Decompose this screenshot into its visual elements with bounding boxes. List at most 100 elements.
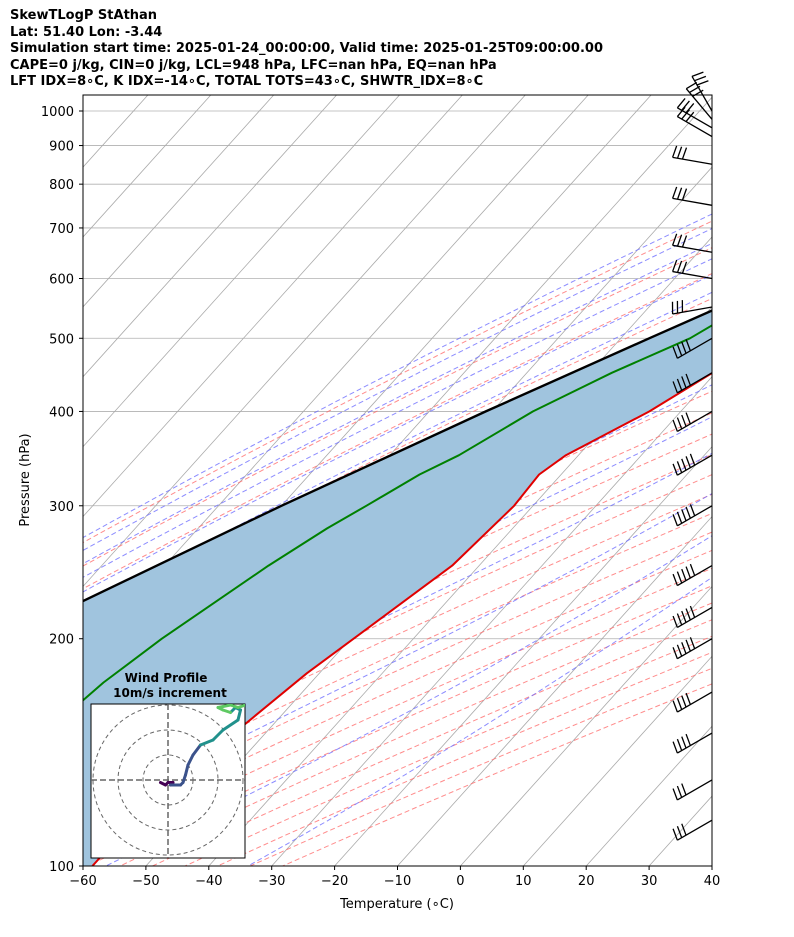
wind-barb-flag	[681, 568, 687, 581]
wind-barb-flag	[681, 458, 687, 471]
dry-adiabat-line	[83, 531, 712, 821]
dry-adiabat-line	[83, 454, 712, 751]
hodograph: Wind Profile 10m/s increment	[90, 671, 246, 859]
wind-barb	[672, 504, 713, 527]
x-tick-label: 10	[515, 874, 532, 889]
wind-barb-flag	[676, 146, 683, 159]
wind-barb-staff	[672, 197, 713, 206]
dry-adiabat-line	[83, 220, 712, 544]
wind-barb-flag	[672, 573, 678, 586]
isotherm-line	[208, 306, 712, 866]
wind-barb-staff	[691, 76, 713, 112]
wind-barb	[671, 186, 713, 206]
wind-barb	[672, 410, 713, 433]
wind-barb-flag	[676, 826, 683, 838]
isotherm-line	[523, 655, 712, 866]
wind-barb-flag	[672, 647, 678, 659]
wind-barb	[672, 337, 713, 359]
hodograph-trace	[221, 718, 240, 732]
wind-barb-flag	[681, 823, 687, 836]
x-tick-label: 30	[641, 874, 658, 889]
wind-barb	[672, 453, 713, 476]
wind-barb	[671, 300, 713, 315]
wind-barb-flag	[672, 741, 678, 754]
wind-barb-flag	[685, 692, 691, 705]
chart-title: SkewTLogP StAthan	[10, 8, 158, 23]
y-tick-label: 900	[49, 140, 74, 155]
isotherm-line	[83, 95, 526, 588]
isotherm-line	[83, 95, 212, 238]
moist-adiabat-line	[83, 258, 712, 578]
dewpoint-line	[83, 324, 712, 702]
isotherm-line	[83, 95, 337, 378]
wind-barb-flag	[676, 260, 683, 273]
wind-barb-flag	[681, 783, 687, 796]
y-tick-label: 1000	[41, 105, 74, 120]
wind-barb-flag	[676, 187, 683, 200]
wind-barb-flag	[689, 563, 696, 576]
y-tick-label: 800	[49, 178, 74, 193]
wind-barb-staff	[685, 88, 713, 120]
wind-barb-flag	[676, 785, 683, 798]
wind-barb	[671, 145, 713, 165]
wind-barb-flag	[691, 71, 704, 77]
y-tick-label: 400	[49, 405, 74, 420]
wind-barb	[691, 71, 713, 112]
moist-adiabat-line	[83, 213, 712, 539]
isotherm-line	[460, 585, 712, 866]
moist-adiabat-line	[83, 452, 712, 767]
x-tick-label: −50	[132, 874, 159, 889]
wind-barb-staff	[677, 107, 713, 129]
hodograph-trace	[236, 708, 242, 722]
wind-barb-flag	[689, 85, 701, 94]
hodograph-plot	[91, 704, 245, 858]
x-tick-label: −40	[195, 874, 222, 889]
profile-lines	[83, 309, 712, 866]
wind-barb-flag	[672, 700, 678, 713]
wind-barb-staff	[677, 337, 713, 359]
wind-barb	[672, 779, 713, 801]
wind-barb-flag	[672, 514, 678, 527]
wind-barb-flag	[689, 504, 696, 517]
y-tick-label: 500	[49, 332, 74, 347]
wind-barb-staff	[677, 819, 713, 841]
location-line: Lat: 51.40 Lon: -3.44	[10, 24, 163, 40]
wind-barb-staff	[677, 115, 713, 138]
wind-barb	[672, 637, 713, 660]
y-tick-label: 700	[49, 222, 74, 237]
wind-barb	[672, 372, 713, 394]
isotherm-line	[648, 795, 712, 866]
y-tick-label: 300	[49, 500, 74, 515]
isotherm-line	[83, 95, 463, 518]
wind-barb-flag	[685, 566, 691, 579]
x-tick-label: −30	[258, 874, 285, 889]
mixing-ratio-line	[782, 95, 794, 279]
wind-barb-flag	[671, 233, 678, 246]
indices-line: LFT IDX=8∘C, K IDX=-14∘C, TOTAL TOTS=43∘…	[10, 74, 484, 89]
wind-barb-flag	[681, 376, 687, 389]
isotherm-line	[83, 95, 400, 448]
isotherm-line	[334, 446, 712, 866]
wind-barb	[672, 563, 713, 587]
dry-adiabat-line	[83, 272, 712, 590]
wind-barb-flag	[671, 186, 678, 199]
wind-barb	[672, 691, 713, 713]
wind-barb-flag	[676, 613, 683, 626]
wind-barb-flag	[681, 235, 688, 248]
wind-barb-flag	[696, 80, 709, 86]
wind-barb-flag	[681, 109, 690, 120]
wind-barb-flag	[676, 461, 683, 473]
wind-barb-flag	[672, 346, 678, 359]
wind-barb-flag	[689, 605, 696, 618]
x-tick-label: −60	[69, 874, 96, 889]
wind-barb-flag	[681, 642, 687, 654]
x-tick-label: −10	[384, 874, 411, 889]
wind-barb-flag	[676, 511, 683, 524]
wind-barb-staff	[672, 244, 713, 253]
y-tick-label: 100	[49, 860, 74, 875]
chart-header: SkewTLogP StAthan Lat: 51.40 Lon: -3.44 …	[10, 8, 603, 91]
wind-barb	[671, 259, 713, 280]
wind-barb-flag	[676, 697, 683, 710]
moist-adiabat-line	[105, 535, 712, 866]
